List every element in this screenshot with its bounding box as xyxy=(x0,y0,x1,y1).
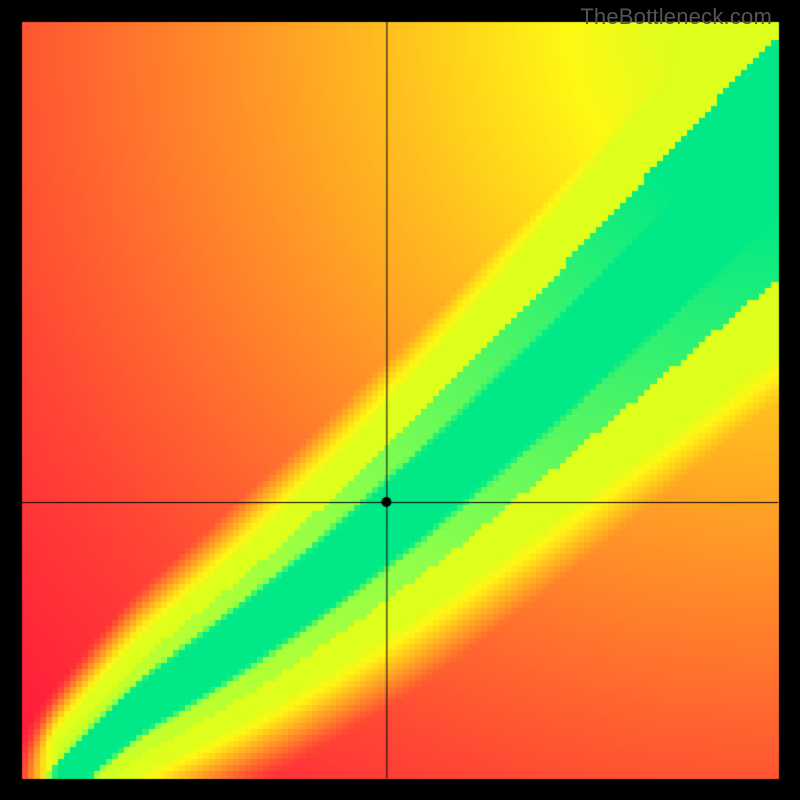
bottleneck-heatmap-canvas xyxy=(0,0,800,800)
bottleneck-heatmap-container: { "watermark": { "text": "TheBottleneck.… xyxy=(0,0,800,800)
watermark-text: TheBottleneck.com xyxy=(580,4,772,30)
